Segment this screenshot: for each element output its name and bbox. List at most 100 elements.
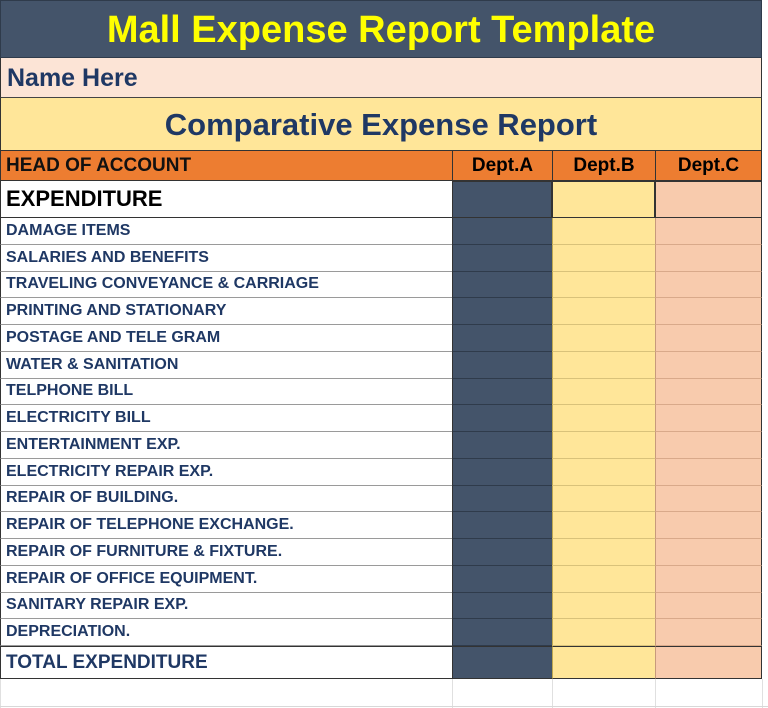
account-label[interactable]: REPAIR OF FURNITURE & FIXTURE. [0, 539, 452, 566]
dept-b-cell[interactable] [552, 619, 655, 646]
table-row: DEPRECIATION. [0, 619, 762, 646]
dept-b-cell[interactable] [552, 592, 655, 620]
dept-b-cell[interactable] [552, 405, 655, 432]
dept-c-cell[interactable] [655, 405, 762, 432]
gridline [762, 679, 763, 708]
dept-b-cell[interactable] [552, 181, 655, 218]
dept-a-cell[interactable] [452, 298, 552, 325]
dept-b-cell[interactable] [552, 325, 655, 352]
dept-a-cell[interactable] [452, 405, 552, 432]
dept-c-cell[interactable] [655, 325, 762, 352]
header-dept-c[interactable]: Dept.C [655, 150, 762, 181]
dept-c-cell[interactable] [655, 592, 762, 620]
dept-a-cell[interactable] [452, 244, 552, 272]
dept-a-cell[interactable] [452, 539, 552, 566]
dept-c-cell[interactable] [655, 351, 762, 379]
account-label[interactable]: WATER & SANITATION [0, 351, 452, 379]
account-label[interactable]: DAMAGE ITEMS [0, 218, 452, 245]
table-row: SALARIES AND BENEFITS [0, 244, 762, 272]
dept-b-cell[interactable] [552, 298, 655, 325]
dept-a-total-cell[interactable] [452, 646, 552, 679]
dept-a-cell[interactable] [452, 592, 552, 620]
dept-a-cell[interactable] [452, 351, 552, 379]
gridline [0, 706, 768, 707]
table-row: SANITARY REPAIR EXP. [0, 592, 762, 620]
dept-b-total-cell[interactable] [552, 646, 655, 679]
header-head-of-account[interactable]: HEAD OF ACCOUNT [0, 150, 452, 181]
account-label[interactable]: REPAIR OF OFFICE EQUIPMENT. [0, 565, 452, 593]
account-label[interactable]: SALARIES AND BENEFITS [0, 244, 452, 272]
dept-b-cell[interactable] [552, 512, 655, 539]
dept-b-cell[interactable] [552, 539, 655, 566]
table-row: REPAIR OF OFFICE EQUIPMENT. [0, 565, 762, 593]
table-row: TELPHONE BILL [0, 378, 762, 406]
dept-b-cell[interactable] [552, 458, 655, 486]
dept-a-cell[interactable] [452, 485, 552, 513]
section-title[interactable]: EXPENDITURE [0, 181, 452, 218]
dept-a-cell[interactable] [452, 271, 552, 299]
dept-c-cell[interactable] [655, 539, 762, 566]
dept-c-cell[interactable] [655, 432, 762, 459]
table-header-row: HEAD OF ACCOUNT Dept.A Dept.B Dept.C [0, 150, 762, 181]
account-label[interactable]: TRAVELING CONVEYANCE & CARRIAGE [0, 271, 452, 299]
dept-c-cell[interactable] [655, 485, 762, 513]
table-row: TRAVELING CONVEYANCE & CARRIAGE [0, 271, 762, 299]
dept-a-cell[interactable] [452, 378, 552, 406]
account-label[interactable]: DEPRECIATION. [0, 619, 452, 646]
account-label[interactable]: TELPHONE BILL [0, 378, 452, 406]
account-label[interactable]: REPAIR OF TELEPHONE EXCHANGE. [0, 512, 452, 539]
dept-b-cell[interactable] [552, 485, 655, 513]
dept-a-cell[interactable] [452, 432, 552, 459]
account-label[interactable]: SANITARY REPAIR EXP. [0, 592, 452, 620]
header-dept-a[interactable]: Dept.A [452, 150, 552, 181]
total-label[interactable]: TOTAL EXPENDITURE [0, 646, 452, 679]
table-row: POSTAGE AND TELE GRAM [0, 325, 762, 352]
gridline [452, 679, 453, 708]
dept-c-cell[interactable] [655, 218, 762, 245]
account-label[interactable]: PRINTING AND STATIONARY [0, 298, 452, 325]
dept-c-cell[interactable] [655, 378, 762, 406]
dept-c-cell[interactable] [655, 512, 762, 539]
section-row-expenditure: EXPENDITURE [0, 181, 762, 218]
dept-a-cell[interactable] [452, 325, 552, 352]
dept-c-cell[interactable] [655, 181, 762, 218]
dept-c-cell[interactable] [655, 565, 762, 593]
table-row: ENTERTAINMENT EXP. [0, 432, 762, 459]
account-label[interactable]: ELECTRICITY BILL [0, 405, 452, 432]
account-label[interactable]: POSTAGE AND TELE GRAM [0, 325, 452, 352]
gridline [552, 679, 553, 708]
dept-b-cell[interactable] [552, 565, 655, 593]
table-row: ELECTRICITY BILL [0, 405, 762, 432]
table-row: REPAIR OF TELEPHONE EXCHANGE. [0, 512, 762, 539]
dept-a-cell[interactable] [452, 458, 552, 486]
dept-c-cell[interactable] [655, 458, 762, 486]
dept-b-cell[interactable] [552, 351, 655, 379]
dept-a-cell[interactable] [452, 512, 552, 539]
dept-b-cell[interactable] [552, 378, 655, 406]
dept-b-cell[interactable] [552, 271, 655, 299]
table-row: WATER & SANITATION [0, 351, 762, 379]
report-subtitle[interactable]: Comparative Expense Report [0, 98, 762, 150]
dept-c-total-cell[interactable] [655, 646, 762, 679]
dept-a-cell[interactable] [452, 181, 552, 218]
dept-a-cell[interactable] [452, 565, 552, 593]
dept-b-cell[interactable] [552, 218, 655, 245]
account-label[interactable]: ELECTRICITY REPAIR EXP. [0, 458, 452, 486]
dept-b-cell[interactable] [552, 244, 655, 272]
account-label[interactable]: REPAIR OF BUILDING. [0, 485, 452, 513]
table-row: REPAIR OF BUILDING. [0, 485, 762, 513]
dept-c-cell[interactable] [655, 298, 762, 325]
gridline [0, 679, 1, 708]
dept-a-cell[interactable] [452, 619, 552, 646]
account-label[interactable]: ENTERTAINMENT EXP. [0, 432, 452, 459]
header-dept-b[interactable]: Dept.B [552, 150, 655, 181]
dept-a-cell[interactable] [452, 218, 552, 245]
dept-c-cell[interactable] [655, 271, 762, 299]
report-title[interactable]: Mall Expense Report Template [0, 0, 762, 58]
table-row: PRINTING AND STATIONARY [0, 298, 762, 325]
dept-b-cell[interactable] [552, 432, 655, 459]
dept-c-cell[interactable] [655, 244, 762, 272]
name-field[interactable]: Name Here [0, 58, 762, 98]
dept-c-cell[interactable] [655, 619, 762, 646]
empty-sheet-row [0, 679, 768, 708]
